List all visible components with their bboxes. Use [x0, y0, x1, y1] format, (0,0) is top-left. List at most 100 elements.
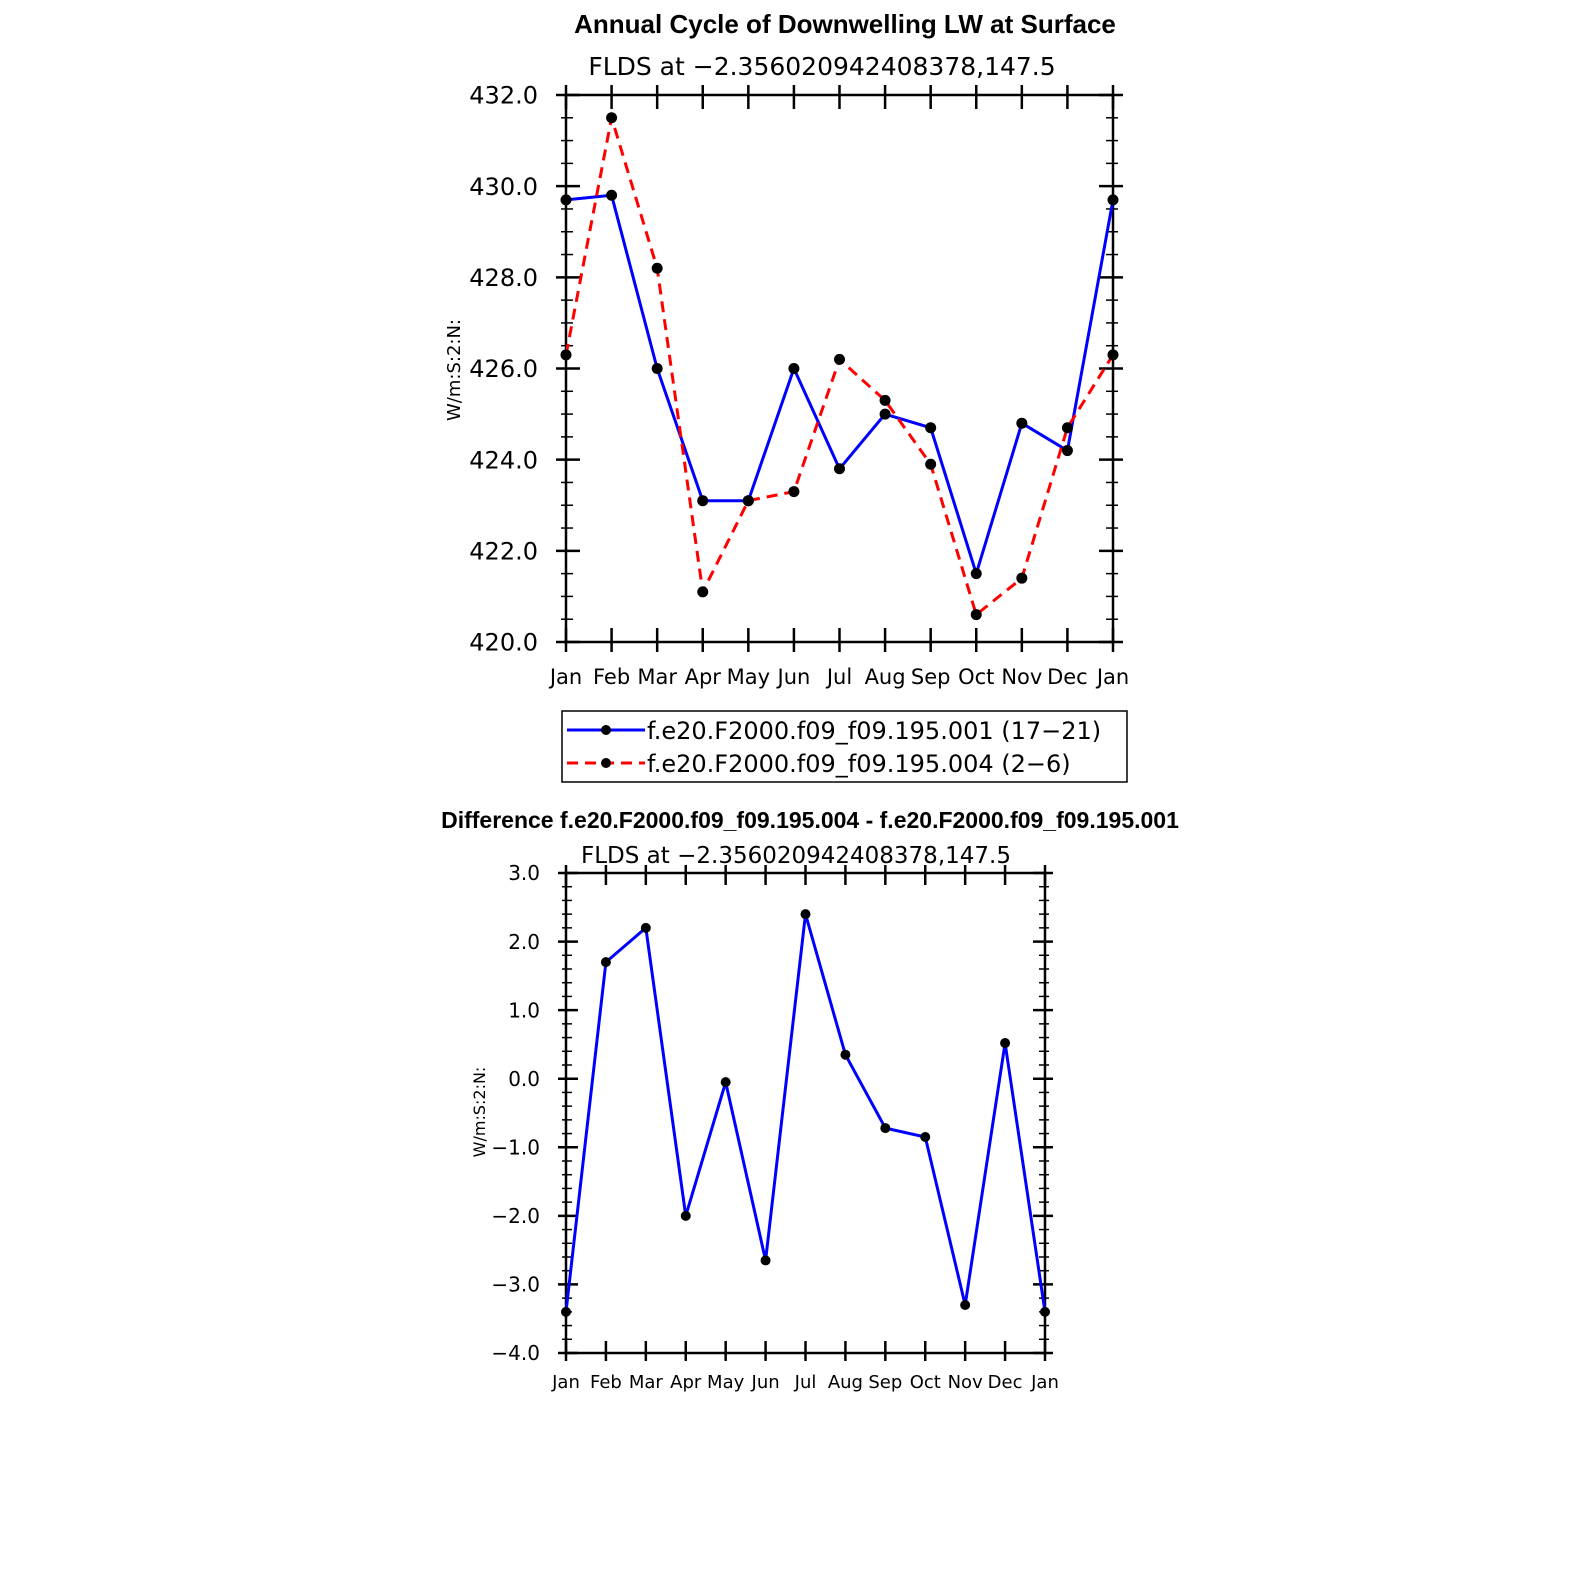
x-tick-label: Jan	[548, 665, 582, 689]
x-tick-label: Aug	[828, 1372, 863, 1393]
x-tick-label: Jul	[794, 1372, 817, 1393]
data-point-series-1	[1016, 417, 1028, 429]
y-tick-label: 3.0	[508, 861, 540, 885]
y-axis-label: W/m:S:2:N:	[444, 319, 465, 421]
data-point-series-1	[1040, 1306, 1050, 1317]
x-tick-label: Feb	[593, 665, 630, 689]
data-point-series-1	[920, 1132, 931, 1142]
y-tick-label: 430.0	[469, 173, 538, 201]
data-point-series-2	[925, 458, 937, 470]
data-point-series-1	[697, 495, 709, 507]
data-point-series-2	[879, 394, 891, 406]
x-tick-label: Dec	[1047, 665, 1088, 689]
data-point-series-2	[560, 349, 572, 361]
data-point-series-1	[880, 1123, 891, 1134]
data-point-series-1	[788, 363, 800, 374]
data-point-series-1	[680, 1210, 691, 1221]
y-tick-label: 2.0	[508, 930, 540, 954]
x-tick-label: Jan	[1095, 665, 1129, 689]
y-tick-label: 424.0	[469, 446, 538, 474]
legend-box	[561, 710, 1128, 783]
data-point-series-1	[834, 463, 845, 475]
data-point-series-1	[1107, 194, 1119, 206]
data-point-series-2	[788, 486, 800, 498]
series-line-1	[565, 193, 1115, 579]
y-tick-label: −2.0	[491, 1204, 540, 1228]
y-tick-label: 428.0	[469, 264, 538, 292]
x-tick-label: Aug	[865, 665, 906, 689]
data-point-series-1	[840, 1049, 851, 1060]
plot-frame	[564, 871, 1047, 1355]
x-tick-label: Mar	[629, 1372, 664, 1393]
data-point-series-2	[697, 586, 709, 598]
chart-subtitle: FLDS at −2.356020942408378,147.5	[581, 843, 1011, 869]
x-tick-label: May	[707, 1372, 745, 1393]
data-point-series-1	[720, 1077, 731, 1088]
y-tick-label: 0.0	[508, 1067, 540, 1091]
annual-cycle-chart: Annual Cycle of Downwelling LW at Surfac…	[444, 9, 1129, 783]
data-point-series-1	[1061, 445, 1073, 457]
data-point-series-2	[742, 495, 754, 507]
y-tick-label: −4.0	[491, 1341, 540, 1365]
data-point-series-1	[800, 909, 811, 920]
x-tick-label: Jan	[551, 1372, 580, 1393]
data-point-series-1	[600, 957, 611, 968]
data-point-series-1	[879, 408, 891, 420]
data-point-series-2	[1016, 572, 1028, 584]
x-tick-label: Oct	[958, 665, 994, 689]
legend: f.e20.F2000.f09_f09.195.001 (17−21) f.e2…	[561, 710, 1128, 783]
difference-chart: Difference f.e20.F2000.f09_f09.195.004 -…	[441, 807, 1179, 1393]
x-tick-label: Apr	[670, 1372, 702, 1393]
y-tick-label: 420.0	[469, 629, 538, 657]
data-point-series-1	[606, 189, 618, 201]
y-tick-label: 422.0	[469, 537, 538, 565]
x-tick-label: May	[727, 665, 770, 689]
chart-title: Difference f.e20.F2000.f09_f09.195.004 -…	[441, 807, 1179, 833]
data-point-series-2	[834, 353, 845, 365]
x-tick-label: Jan	[1030, 1372, 1059, 1393]
data-point-series-1	[640, 922, 651, 933]
data-point-series-1	[560, 194, 572, 206]
y-axis-label: W/m:S:2:N:	[470, 1067, 489, 1158]
x-tick-label: Nov	[1001, 665, 1042, 689]
x-tick-label: Sep	[911, 665, 951, 689]
data-point-series-2	[1107, 349, 1119, 361]
x-tick-label: Sep	[868, 1372, 902, 1393]
legend-label-series-2: f.e20.F2000.f09_f09.195.004 (2−6)	[647, 750, 1071, 778]
series-line-1	[564, 913, 1047, 1313]
data-point-series-1	[760, 1255, 771, 1266]
chart-subtitle: FLDS at −2.356020942408378,147.5	[588, 52, 1055, 81]
data-point-series-2	[606, 112, 618, 124]
y-tick-label: −3.0	[491, 1273, 540, 1297]
data-point-series-1	[651, 363, 663, 374]
chart-title: Annual Cycle of Downwelling LW at Surfac…	[574, 9, 1116, 39]
plot-frame	[564, 93, 1115, 644]
y-tick-label: 1.0	[508, 998, 540, 1022]
x-tick-label: Jul	[825, 665, 852, 689]
x-tick-label: Feb	[590, 1372, 622, 1393]
x-tick-label: Jun	[751, 1372, 780, 1393]
x-tick-label: Oct	[910, 1372, 941, 1393]
data-point-series-2	[970, 609, 982, 621]
x-tick-label: Apr	[685, 665, 722, 689]
x-tick-label: Nov	[948, 1372, 983, 1393]
legend-marker-series-2	[601, 758, 611, 768]
data-point-series-1	[925, 422, 937, 434]
legend-marker-series-1	[601, 725, 611, 735]
data-point-series-1	[561, 1306, 571, 1317]
x-tick-label: Dec	[988, 1372, 1023, 1393]
series-line-2	[564, 117, 1115, 618]
y-tick-label: 426.0	[469, 355, 538, 383]
y-tick-label: 432.0	[469, 82, 538, 110]
legend-item-series-2: f.e20.F2000.f09_f09.195.004 (2−6)	[567, 750, 1071, 778]
legend-item-series-1: f.e20.F2000.f09_f09.195.001 (17−21)	[567, 717, 1101, 745]
data-point-series-1	[960, 1300, 971, 1310]
x-tick-label: Mar	[637, 665, 677, 689]
data-point-series-1	[970, 568, 982, 580]
data-point-series-1	[1000, 1038, 1011, 1049]
data-point-series-2	[1061, 422, 1073, 434]
x-tick-label: Jun	[776, 665, 811, 689]
data-point-series-2	[651, 262, 663, 274]
legend-label-series-1: f.e20.F2000.f09_f09.195.001 (17−21)	[647, 717, 1101, 745]
